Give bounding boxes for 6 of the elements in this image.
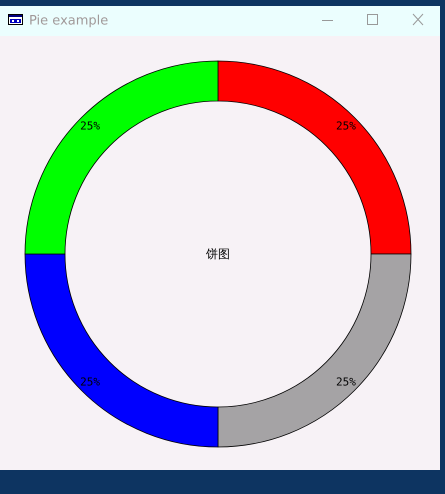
chart-title: Pie example	[29, 14, 108, 28]
text: 饼图	[205, 247, 230, 261]
data-label: 25%	[336, 120, 356, 133]
data-label: 25%	[80, 120, 100, 133]
data-label: 25%	[336, 375, 356, 388]
data-label: 25%	[80, 375, 100, 388]
